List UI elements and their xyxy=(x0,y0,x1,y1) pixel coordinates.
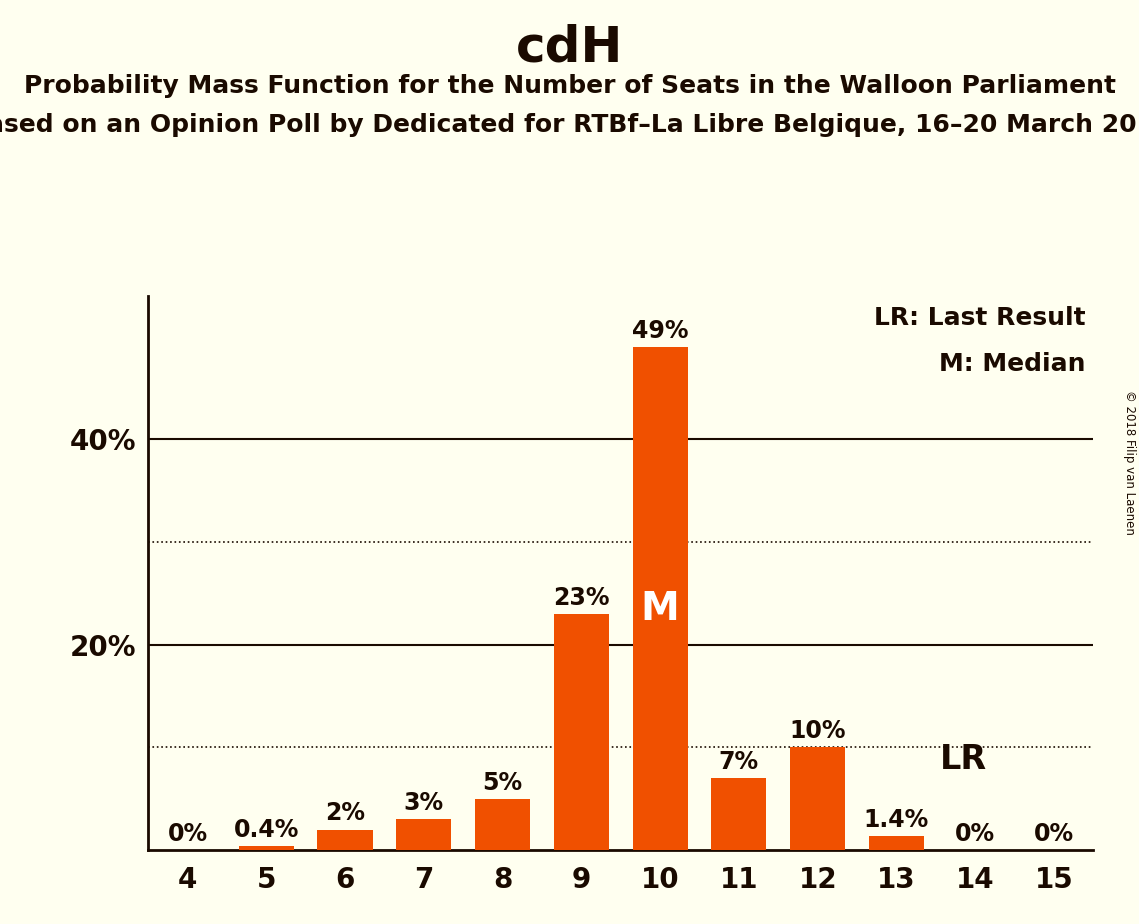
Bar xyxy=(239,846,294,850)
Bar xyxy=(318,830,372,850)
Bar xyxy=(396,820,451,850)
Text: LR: Last Result: LR: Last Result xyxy=(874,306,1085,330)
Bar xyxy=(632,347,688,850)
Text: 1.4%: 1.4% xyxy=(863,808,929,832)
Text: Based on an Opinion Poll by Dedicated for RTBf–La Libre Belgique, 16–20 March 20: Based on an Opinion Poll by Dedicated fo… xyxy=(0,113,1139,137)
Text: 0.4%: 0.4% xyxy=(233,818,298,842)
Text: 0%: 0% xyxy=(167,822,207,846)
Text: 7%: 7% xyxy=(719,750,759,774)
Text: 23%: 23% xyxy=(554,586,609,610)
Text: 5%: 5% xyxy=(483,771,523,795)
Text: 2%: 2% xyxy=(325,801,364,825)
Text: M: Median: M: Median xyxy=(939,352,1085,376)
Text: 3%: 3% xyxy=(403,791,444,815)
Text: 49%: 49% xyxy=(632,319,688,343)
Text: cdH: cdH xyxy=(516,23,623,71)
Bar xyxy=(475,798,530,850)
Bar xyxy=(869,835,924,850)
Text: M: M xyxy=(641,590,680,627)
Bar xyxy=(790,748,845,850)
Text: 10%: 10% xyxy=(789,719,846,743)
Text: LR: LR xyxy=(940,743,986,776)
Bar xyxy=(712,778,767,850)
Bar xyxy=(554,614,609,850)
Text: Probability Mass Function for the Number of Seats in the Walloon Parliament: Probability Mass Function for the Number… xyxy=(24,74,1115,98)
Text: 0%: 0% xyxy=(1034,822,1074,846)
Text: © 2018 Filip van Laenen: © 2018 Filip van Laenen xyxy=(1123,390,1137,534)
Text: 0%: 0% xyxy=(956,822,995,846)
